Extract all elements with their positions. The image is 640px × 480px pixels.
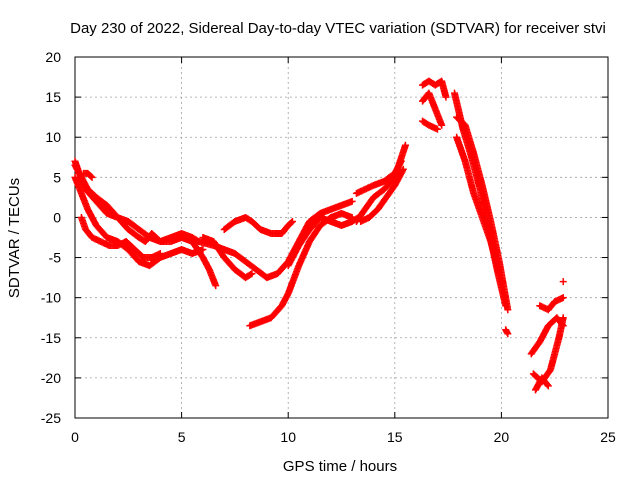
plot-frame	[74, 56, 609, 419]
data-point	[287, 218, 295, 226]
y-tick-label: -5	[49, 250, 62, 266]
data-point	[348, 197, 356, 205]
series-arc-16	[419, 117, 441, 133]
data-point	[438, 121, 446, 129]
series-arc-15	[419, 89, 446, 129]
series-arc-12	[352, 141, 409, 225]
y-tick-label: 10	[45, 129, 61, 145]
data-point	[495, 270, 503, 278]
series-arc-5	[80, 169, 96, 181]
data-point	[504, 306, 512, 314]
chart-title: Day 230 of 2022, Sidereal Day-to-day VTE…	[70, 20, 606, 37]
data-point	[87, 172, 95, 180]
data-points	[71, 77, 567, 394]
y-tick-label: 15	[45, 89, 61, 105]
series-arc-7	[220, 213, 296, 237]
data-point	[88, 173, 96, 181]
series-arc-19	[453, 133, 503, 278]
y-axis-label: SDTVAR / TECUs	[6, 178, 23, 298]
data-point	[504, 330, 512, 338]
axis-ticks: 0 5 10 15 20 25 -25 -20 -15 -10 -5 0 5 10 15 20	[41, 49, 616, 445]
data-point	[433, 125, 441, 133]
series-arc-20	[502, 326, 512, 338]
y-tick-label: -15	[41, 330, 61, 346]
series-arc-25	[559, 278, 567, 286]
series-arc-4	[77, 213, 164, 262]
y-tick-label: -20	[41, 370, 61, 386]
data-point	[401, 141, 409, 149]
series-arc-14	[419, 77, 450, 101]
y-tick-label: 20	[45, 49, 61, 65]
x-tick-label: 15	[387, 429, 403, 445]
y-tick-label: -10	[41, 290, 61, 306]
y-tick-label: -25	[41, 410, 61, 426]
data-point	[156, 250, 164, 258]
x-tick-label: 10	[280, 429, 296, 445]
y-tick-label: 0	[53, 209, 61, 225]
data-point	[559, 294, 567, 302]
y-tick-label: 5	[53, 169, 61, 185]
series-arc-23	[532, 374, 552, 394]
data-point	[199, 246, 207, 254]
data-point	[399, 165, 407, 173]
x-tick-label: 25	[600, 429, 616, 445]
grid-lines	[75, 57, 608, 418]
x-tick-label: 0	[71, 429, 79, 445]
series-arc-13	[357, 165, 407, 225]
series-arc-9	[246, 209, 356, 330]
series-arc-10	[284, 213, 363, 270]
series-arc-8	[195, 197, 356, 282]
x-tick-label: 20	[494, 429, 510, 445]
data-point	[543, 381, 551, 389]
data-point	[544, 382, 552, 390]
data-point	[288, 217, 296, 225]
x-axis-label: GPS time / hours	[283, 458, 397, 475]
series-arc-24	[536, 294, 567, 314]
data-point	[442, 93, 450, 101]
series-arc-3	[71, 173, 207, 270]
data-point	[559, 314, 567, 322]
series-arc-2	[71, 157, 203, 246]
data-point	[248, 270, 256, 278]
data-point	[212, 282, 220, 290]
data-point	[559, 278, 567, 286]
x-tick-label: 5	[178, 429, 186, 445]
data-point	[247, 270, 255, 278]
